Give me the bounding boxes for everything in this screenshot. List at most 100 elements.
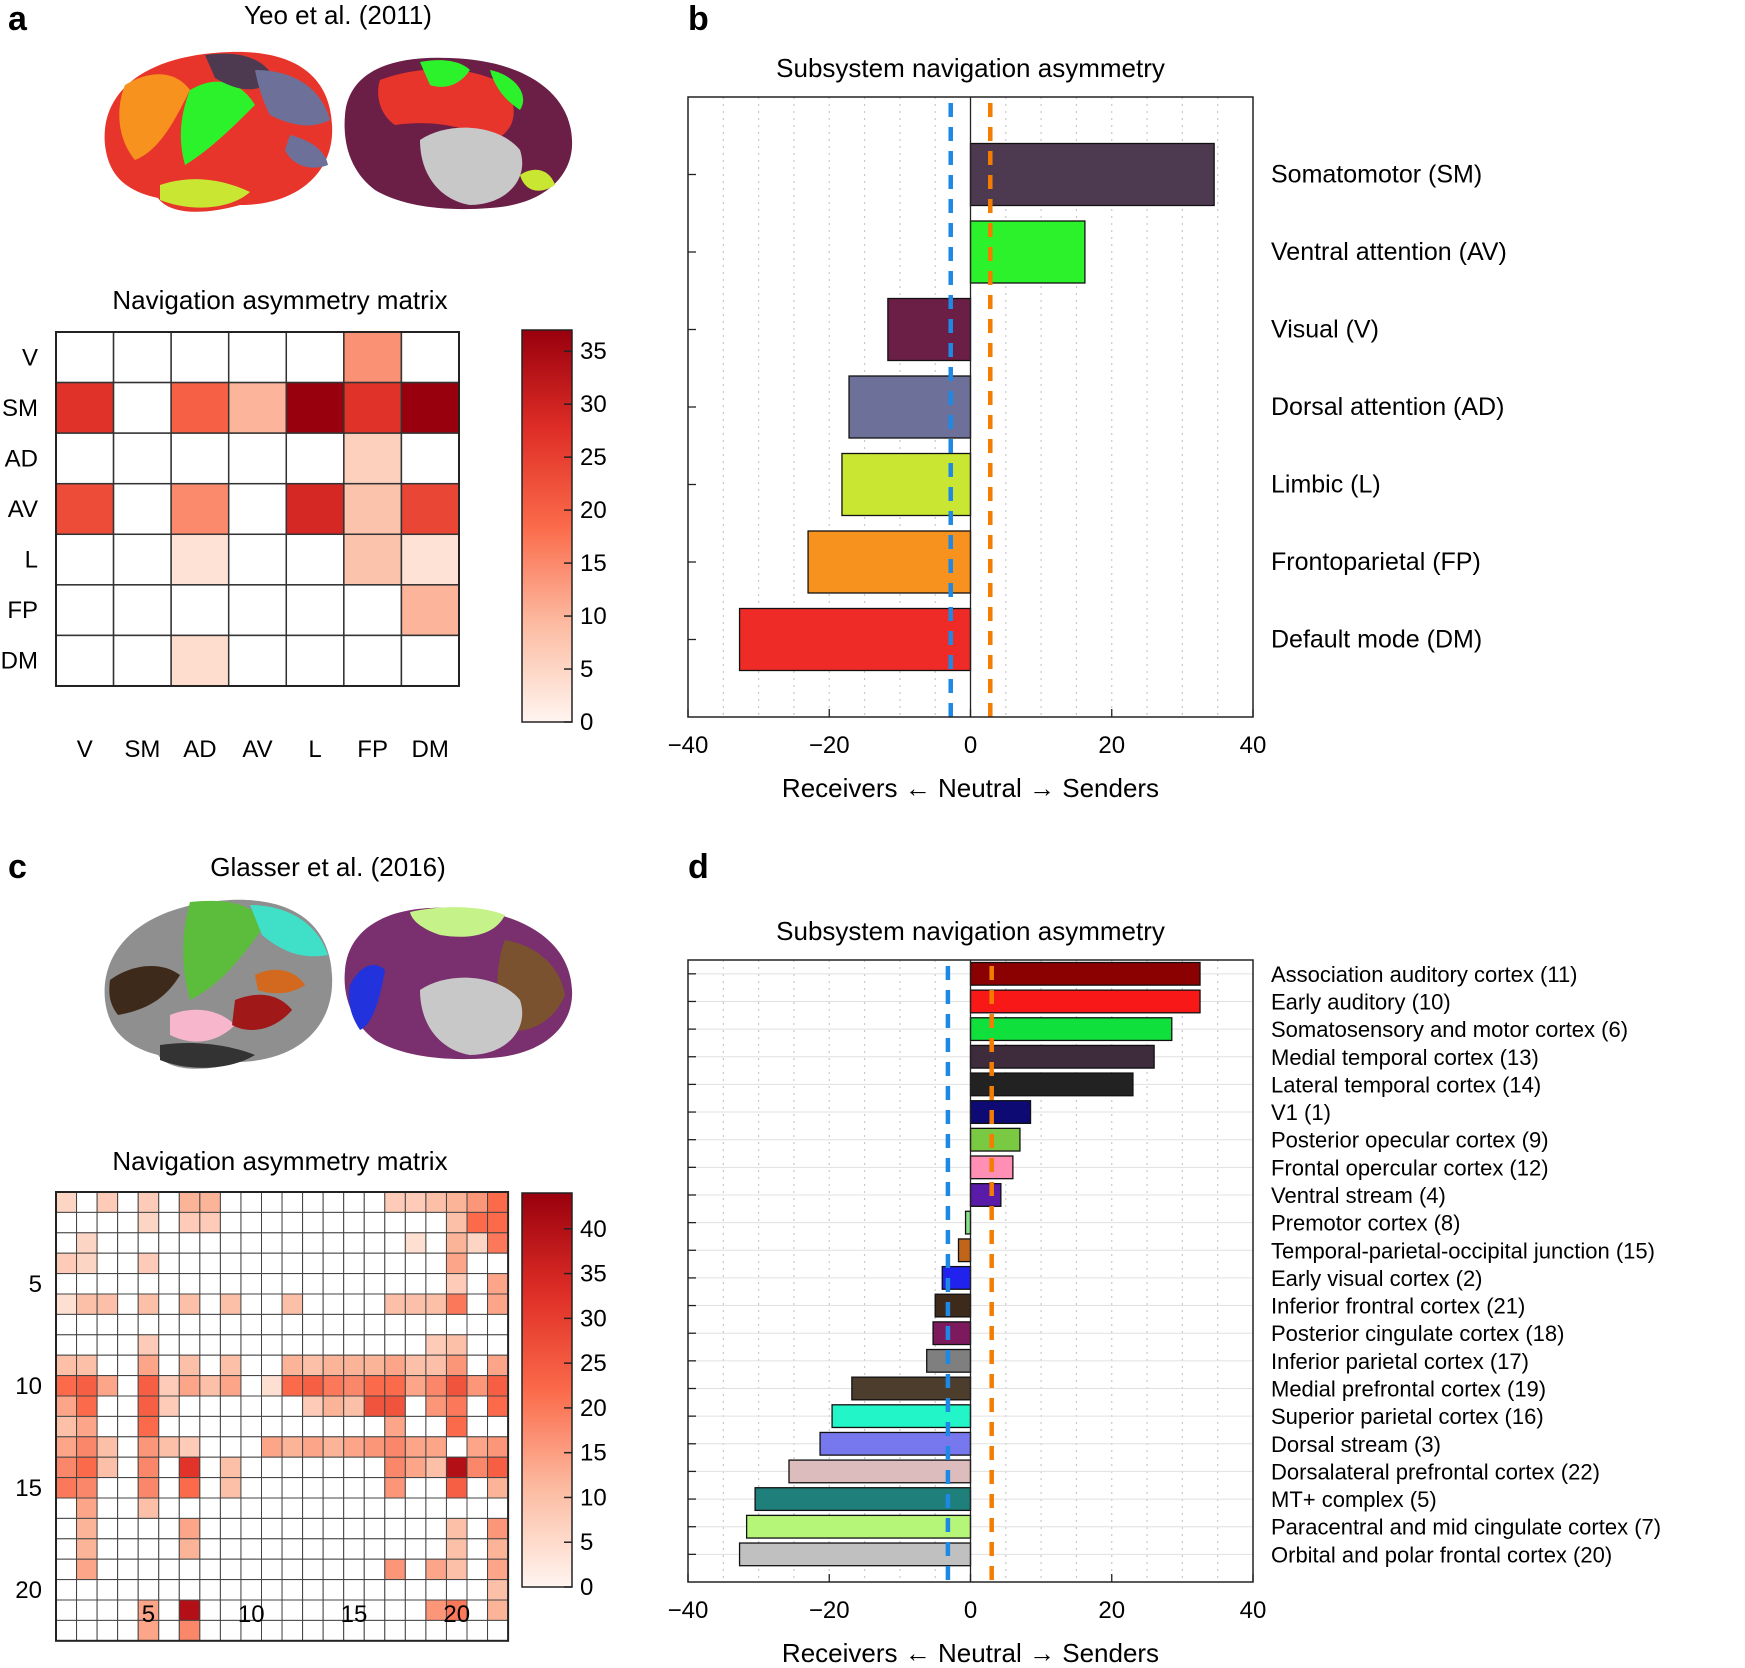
chart-d-category-label: Inferior parietal cortex (17) (1271, 1349, 1529, 1374)
matrix-c-cell (117, 1313, 139, 1336)
matrix-c-cell (343, 1211, 365, 1234)
matrix-c-cell (76, 1599, 98, 1621)
matrix-c-cell (96, 1354, 119, 1377)
matrix-c-cell (445, 1252, 468, 1275)
matrix-c-cell (404, 1191, 427, 1213)
matrix-c-cell (261, 1497, 283, 1519)
matrix-c-cell (322, 1436, 345, 1458)
matrix-c-cell (158, 1211, 180, 1234)
matrix-c-cell (240, 1273, 262, 1295)
matrix-c-cell (425, 1354, 447, 1377)
matrix-c-cell (425, 1538, 447, 1560)
matrix-c-cell (343, 1436, 365, 1458)
chart-d-category-label: Premotor cortex (8) (1271, 1211, 1461, 1236)
matrix-c-cell (466, 1456, 489, 1479)
matrix-c-cell (137, 1375, 160, 1397)
matrix-c-cell (281, 1558, 304, 1581)
glasser-medial-brain (344, 907, 573, 1060)
matrix-c-cell (404, 1517, 427, 1540)
matrix-c-cell (199, 1579, 221, 1601)
matrix-c-cell (487, 1273, 509, 1295)
matrix-c-cell (363, 1477, 386, 1499)
matrix-c-cell (404, 1334, 427, 1356)
matrix-c-cell (178, 1395, 201, 1417)
matrix-a-cell (227, 381, 288, 434)
matrix-c-cell (137, 1334, 160, 1356)
matrix-c-cell (425, 1191, 447, 1213)
matrix-c-cell (466, 1375, 489, 1397)
matrix-c-cell (404, 1599, 427, 1621)
matrix-c-cell (343, 1579, 365, 1601)
colorbar-c-tick-label: 40 (580, 1216, 607, 1243)
matrix-c-cell (219, 1456, 242, 1479)
chart-d-xlabel: Receivers ← Neutral → Senders (782, 1638, 1159, 1668)
matrix-c-cell (178, 1334, 201, 1356)
matrix-c-cell (158, 1415, 180, 1438)
matrix-c-cell (55, 1211, 78, 1234)
matrix-c-cell (404, 1252, 427, 1275)
matrix-c-cell (302, 1375, 324, 1397)
matrix-c-cell (384, 1415, 406, 1438)
matrix-a-cell (55, 634, 115, 687)
matrix-c-cell (281, 1436, 304, 1458)
matrix-c-cell (487, 1497, 509, 1519)
matrix-c-cell (466, 1517, 489, 1540)
matrix-c-cell (178, 1415, 201, 1438)
matrix-c-cell (240, 1538, 262, 1560)
matrix-c-cell (384, 1436, 406, 1458)
matrix-c-cell (137, 1232, 160, 1254)
colorbar-c-tick-label: 15 (580, 1440, 607, 1467)
chart-d-bar (969, 1072, 1134, 1097)
matrix-c-cell (425, 1293, 447, 1315)
matrix-c-cell (158, 1232, 180, 1254)
matrix-c-cell (445, 1375, 468, 1397)
chart-d-bar (932, 1321, 972, 1346)
matrix-a-cell (285, 584, 345, 637)
matrix-c-cell (384, 1191, 406, 1213)
chart-b-xtick-label: 40 (1240, 732, 1267, 759)
matrix-c-cell (363, 1579, 386, 1601)
matrix-a-cell (400, 432, 460, 485)
matrix-c-cell (261, 1558, 283, 1581)
matrix-c-cell (55, 1293, 78, 1315)
matrix-c-cell (96, 1375, 119, 1397)
matrix-c-cell (302, 1334, 324, 1356)
colorbar-c: 0 5 10 15 20 25 30 35 40 (521, 1192, 607, 1601)
matrix-c-cell (384, 1334, 406, 1356)
matrix-c-cell (158, 1375, 180, 1397)
matrix-c-cell (281, 1599, 304, 1621)
matrix-c-cell (137, 1191, 160, 1213)
chart-d-bar (969, 1044, 1155, 1069)
matrix-c-cell (219, 1579, 242, 1601)
matrix-c-cell (281, 1232, 304, 1254)
matrix-a-cell (343, 381, 403, 434)
chart-d-category-label: Association auditory cortex (11) (1271, 962, 1578, 987)
matrix-a-cell (55, 331, 115, 384)
matrix-c-cell (404, 1538, 427, 1560)
matrix-a-col-label: FP (357, 736, 388, 763)
matrix-c-cell (76, 1313, 98, 1336)
matrix-c-cell (137, 1538, 160, 1560)
matrix-c-cell (384, 1517, 406, 1540)
matrix-c-cell (384, 1375, 406, 1397)
bar-chart-d: Subsystem navigation asymmetry Associatio… (668, 916, 1661, 1668)
matrix-c-cell (302, 1211, 324, 1234)
matrix-c-cell (219, 1273, 242, 1295)
matrix-c-cell (158, 1395, 180, 1417)
matrix-a-cell (112, 634, 172, 687)
matrix-c-cell (384, 1395, 406, 1417)
matrix-c-cell (219, 1538, 242, 1560)
matrix-c-cell (261, 1436, 283, 1458)
matrix-c-cell (384, 1497, 406, 1519)
matrix-c-cell (261, 1211, 283, 1234)
matrix-c-cell (117, 1293, 139, 1315)
matrix-c-cell (302, 1599, 324, 1621)
matrix-c-col-tick: 15 (341, 1601, 368, 1628)
matrix-c-cell (487, 1538, 509, 1560)
matrix-a-cell (170, 482, 230, 536)
chart-d-category-label: Medial temporal cortex (13) (1271, 1045, 1539, 1070)
matrix-c-cell (55, 1354, 78, 1377)
matrix-c-cell (219, 1375, 242, 1397)
matrix-c-cell (343, 1415, 365, 1438)
matrix-a-cell (227, 584, 288, 637)
